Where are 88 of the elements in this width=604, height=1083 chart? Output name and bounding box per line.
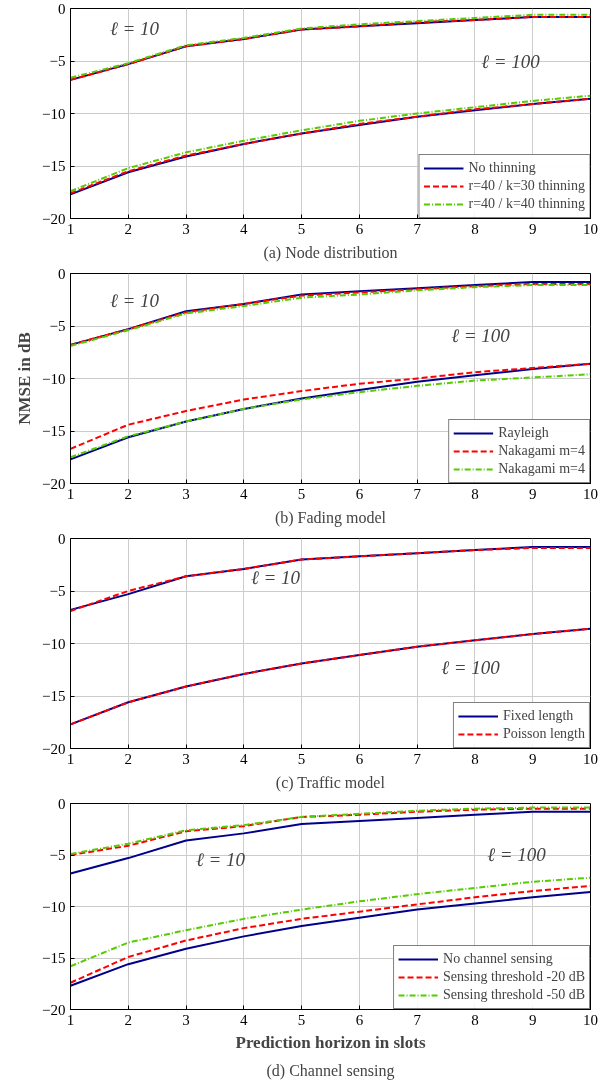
x-tick-label: 2 [124,220,133,237]
text: (d) Channel sensing [266,1061,395,1080]
legend-label: Nakagami m=4 [498,460,585,478]
legend-label: Poisson length [502,725,585,743]
legend-label: Fixed length [502,707,574,725]
line-series [70,627,591,726]
x-tick-label: 4 [240,750,249,767]
x-tick-label: 5 [297,750,306,767]
y-tick-label: −15 [42,423,66,439]
y-tick-label: −5 [49,318,66,334]
legend-label: r=40 / k=40 thinning [468,195,585,213]
x-tick-label: 3 [182,1011,190,1028]
annotation: ℓ = 100 [487,844,547,865]
line-series [70,876,591,968]
y-tick-label: −20 [42,740,66,757]
x-tick-label: 7 [413,220,422,237]
y-tick-label: −10 [42,898,66,915]
y-tick-label: −5 [49,847,66,863]
y-tick-label: −10 [42,105,66,122]
y-tick-label: −5 [49,53,66,69]
x-tick-label: 6 [355,1011,364,1028]
annotation: ℓ = 100 [481,51,541,72]
legend-label: Sensing threshold -20 dB [443,968,585,986]
x-tick-label: 7 [413,485,422,502]
annotation: ℓ = 100 [451,325,511,346]
x-tick-label: 8 [471,485,479,502]
x-tick-label: 4 [240,1011,249,1028]
y-tick-label: −15 [42,688,66,704]
x-tick-label: 10 [583,485,598,502]
text: (c) Traffic model [275,773,386,792]
legend-label: r=40 / k=30 thinning [468,177,585,195]
x-tick-label: 9 [528,485,537,502]
annotation: ℓ = 10 [250,567,301,588]
x-tick-label: 2 [124,750,133,767]
legend-label: No thinning [468,159,536,177]
x-tick-label: 7 [413,1011,422,1028]
x-tick-label: 5 [297,485,306,502]
y-tick-label: −20 [42,475,66,492]
x-tick-label: 1 [66,485,75,502]
legend-label: Sensing threshold -50 dB [443,986,585,1004]
x-tick-label: 3 [182,220,190,237]
x-tick-label: 9 [528,1011,537,1028]
x-tick-label: 2 [124,485,133,502]
text: (a) Node distribution [263,243,398,262]
x-tick-label: 1 [66,750,75,767]
x-tick-label: 5 [297,220,306,237]
annotation: ℓ = 100 [441,657,501,678]
x-tick-label: 8 [471,220,479,237]
legend-label: Nakagami m=4 [498,442,585,460]
annotation: ℓ = 10 [109,18,160,39]
y-tick-label: −15 [42,158,66,174]
annotation: ℓ = 10 [109,290,160,311]
annotation: ℓ = 10 [195,849,246,870]
line-series [70,810,591,875]
y-tick-label: −5 [49,583,66,599]
x-tick-label: 8 [471,1011,479,1028]
y-tick-label: 0 [58,0,66,17]
x-tick-label: 10 [583,1011,598,1028]
y-tick-label: −10 [42,635,66,652]
x-tick-label: 1 [66,1011,75,1028]
x-tick-label: 9 [528,750,537,767]
x-axis-title: Prediction horizon in slots [235,1032,426,1052]
x-tick-label: 9 [528,220,537,237]
y-axis-title: NMSE in dB [15,332,35,425]
x-tick-label: 3 [182,750,190,767]
y-tick-label: −20 [42,1001,66,1018]
x-tick-label: 8 [471,750,479,767]
x-tick-label: 4 [240,220,249,237]
y-tick-label: −10 [42,370,66,387]
x-tick-label: 3 [182,485,190,502]
y-tick-label: 0 [58,530,66,547]
x-tick-label: 5 [297,1011,306,1028]
x-tick-label: 2 [124,1011,133,1028]
x-tick-label: 7 [413,750,422,767]
x-tick-label: 10 [583,750,598,767]
x-tick-label: 10 [583,220,598,237]
x-tick-label: 4 [240,485,249,502]
text: (b) Fading model [274,508,387,527]
x-tick-label: 6 [355,485,364,502]
legend-label: No channel sensing [443,950,553,968]
x-tick-label: 6 [355,750,364,767]
x-tick-label: 6 [355,220,364,237]
y-tick-label: −15 [42,950,66,966]
x-tick-label: 1 [66,220,75,237]
y-tick-label: −20 [42,210,66,227]
y-tick-label: 0 [58,265,66,282]
y-tick-label: 0 [58,795,66,812]
legend-label: Rayleigh [498,424,549,442]
